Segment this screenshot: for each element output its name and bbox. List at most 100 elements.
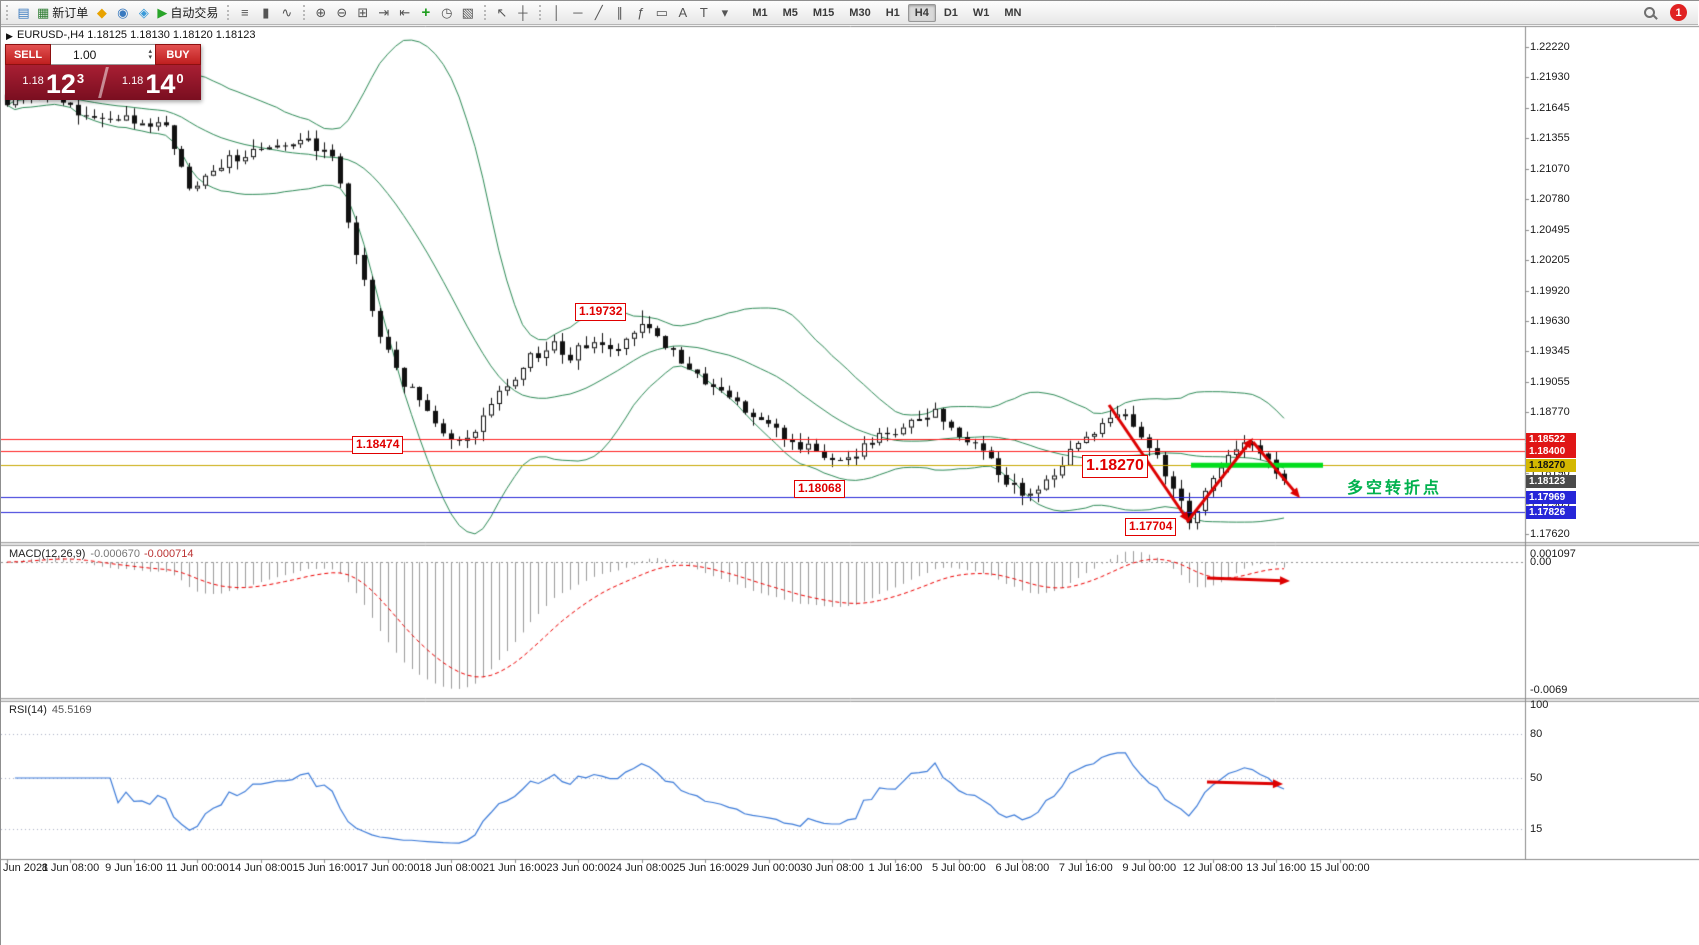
- bar-chart-icon[interactable]: ≡: [234, 3, 255, 23]
- ask-price[interactable]: 1.18 14 0: [105, 65, 202, 100]
- price-axis-label: 1.21645: [1530, 102, 1570, 114]
- candlestick-chart-icon[interactable]: ▮: [255, 3, 276, 23]
- auto-trading-button-glyph: ▶: [157, 5, 168, 20]
- volume-input[interactable]: 1.00 ▴ ▾: [51, 44, 155, 65]
- app-store-icon-glyph: ◈: [138, 5, 149, 20]
- timeframe-m15[interactable]: M15: [812, 6, 835, 19]
- new-order-button-glyph: ▦: [37, 5, 50, 20]
- mql5-community-icon[interactable]: ◉: [112, 3, 133, 23]
- new-chart-icon-glyph: ▤: [17, 5, 30, 20]
- new-order-button-label: 新订单: [52, 6, 89, 20]
- price-axis-label: 1.21355: [1530, 132, 1570, 144]
- time-axis-label: 9 Jul 00:00: [1122, 862, 1177, 874]
- line-chart-icon[interactable]: ∿: [276, 3, 297, 23]
- rsi-indicator-label: RSI(14) 45.5169: [9, 704, 92, 716]
- timeframe-h4[interactable]: H4: [907, 3, 936, 22]
- fibonacci-icon-glyph: ƒ: [637, 5, 645, 20]
- mql5-market-icon-glyph: ◆: [96, 5, 107, 20]
- arrow-tools-icon[interactable]: ▾: [714, 3, 735, 23]
- time-axis-label: 21 Jun 16:00: [482, 862, 547, 874]
- time-axis-label: 15 Jun 16:00: [292, 862, 357, 874]
- time-axis-label: 6 Jul 08:00: [995, 862, 1050, 874]
- chart-shift-icon[interactable]: ⇤: [394, 3, 415, 23]
- periods-icon[interactable]: ◷: [436, 3, 457, 23]
- time-axis-label: 25 Jun 16:00: [673, 862, 737, 874]
- notification-badge[interactable]: 1: [1670, 4, 1687, 21]
- price-annotation[interactable]: 1.19732: [575, 303, 627, 321]
- toolbar-drag-handle[interactable]: [227, 5, 230, 20]
- new-order-button[interactable]: ▦ 新订单: [34, 3, 91, 23]
- chart-shift-icon-glyph: ⇤: [399, 5, 411, 20]
- trendline-icon[interactable]: ╱: [588, 3, 609, 23]
- ask-price-small: 1.18: [121, 75, 144, 87]
- equidistant-channel-icon[interactable]: ∥: [609, 3, 630, 23]
- chart-properties-icon[interactable]: ▧: [457, 3, 478, 23]
- text-label-icon[interactable]: T: [693, 3, 714, 23]
- cursor-icon[interactable]: ↖: [491, 3, 512, 23]
- chart-symbol-header: EURUSD-,H4 1.18125 1.18130 1.18120 1.181…: [17, 29, 256, 41]
- time-axis-label: 30 Jun 08:00: [800, 862, 864, 874]
- price-annotation[interactable]: 1.18270: [1082, 455, 1148, 478]
- one-click-buttons-row: SELL 1.00 ▴ ▾ BUY: [5, 44, 201, 65]
- price-annotation[interactable]: 1.17704: [1125, 518, 1177, 536]
- sell-button[interactable]: SELL: [5, 44, 51, 65]
- indicators-icon[interactable]: +: [415, 3, 436, 23]
- toolbar-drag-handle[interactable]: [303, 5, 306, 20]
- buy-button[interactable]: BUY: [155, 44, 201, 65]
- zoom-out-icon[interactable]: ⊖: [331, 3, 352, 23]
- new-chart-icon[interactable]: ▤: [13, 3, 34, 23]
- bid-price[interactable]: 1.18 12 3: [5, 65, 102, 100]
- time-axis-label: 13 Jul 16:00: [1246, 862, 1307, 874]
- timeframe-m30[interactable]: M30: [849, 6, 871, 19]
- time-axis-label: 14 Jun 08:00: [229, 862, 293, 874]
- shapes-icon[interactable]: ▭: [651, 3, 672, 23]
- price-annotation[interactable]: 1.18068: [794, 480, 846, 498]
- timeframe-mn[interactable]: MN: [1004, 6, 1022, 19]
- auto-scroll-icon[interactable]: ⇥: [373, 3, 394, 23]
- search-icon[interactable]: [1639, 3, 1660, 23]
- price-axis-label: 1.17620: [1530, 528, 1570, 540]
- volume-value[interactable]: 1.00: [73, 47, 97, 62]
- toolbar-drag-handle[interactable]: [484, 5, 487, 20]
- crosshair-icon[interactable]: ┼: [512, 3, 533, 23]
- text-label-icon-glyph: T: [699, 5, 708, 20]
- mql5-community-icon-glyph: ◉: [117, 5, 129, 20]
- vertical-line-icon[interactable]: │: [546, 3, 567, 23]
- price-annotation[interactable]: 1.18474: [352, 436, 404, 454]
- app-store-icon[interactable]: ◈: [133, 3, 154, 23]
- toolbar-drag-handle[interactable]: [539, 5, 542, 20]
- fibonacci-icon[interactable]: ƒ: [630, 3, 651, 23]
- auto-trading-button[interactable]: ▶ 自动交易: [154, 3, 221, 23]
- timeframe-d1[interactable]: D1: [943, 6, 958, 19]
- turning-point-annotation[interactable]: 多空转折点: [1347, 480, 1443, 497]
- time-axis-label: 23 Jun 00:00: [546, 862, 610, 874]
- price-tag: 1.18400: [1526, 445, 1576, 458]
- indicator-axis-label: -0.0069: [1530, 684, 1568, 696]
- auto-trading-button-label: 自动交易: [170, 6, 219, 20]
- time-axis-label: 15 Jul 00:00: [1309, 862, 1370, 874]
- timeframe-w1[interactable]: W1: [972, 6, 990, 19]
- price-axis-label: 1.20205: [1530, 254, 1570, 266]
- text-icon[interactable]: A: [672, 3, 693, 23]
- mql5-market-icon[interactable]: ◆: [91, 3, 112, 23]
- volume-down-icon[interactable]: ▾: [148, 53, 152, 61]
- macd-main-value: -0.000670: [90, 548, 140, 560]
- tile-windows-icon[interactable]: ⊞: [352, 3, 373, 23]
- timeframe-m5[interactable]: M5: [782, 6, 798, 19]
- one-click-collapse-icon[interactable]: ▶: [6, 31, 13, 41]
- toolbar-group: ▤ ▦ 新订单 ◆ ◉ ◈ ▶ 自动交易: [4, 1, 225, 25]
- toolbar-drag-handle[interactable]: [6, 5, 8, 20]
- zoom-in-icon[interactable]: ⊕: [310, 3, 331, 23]
- price-axis-label: 1.18770: [1530, 406, 1570, 418]
- timeframe-m1[interactable]: M1: [752, 6, 768, 19]
- timeframe-h1[interactable]: H1: [885, 6, 900, 19]
- indicator-axis-label: 0.001097: [1530, 548, 1576, 560]
- horizontal-line-icon[interactable]: ─: [567, 3, 588, 23]
- zoom-in-icon-glyph: ⊕: [315, 5, 327, 20]
- time-axis-label: 24 Jun 08:00: [609, 862, 674, 874]
- one-click-quote-row: 1.18 12 3 1.18 14 0: [5, 65, 201, 100]
- price-axis-label: 1.19345: [1530, 345, 1570, 357]
- price-tag: 1.18522: [1526, 433, 1576, 446]
- volume-up-icon[interactable]: ▴: [148, 47, 152, 55]
